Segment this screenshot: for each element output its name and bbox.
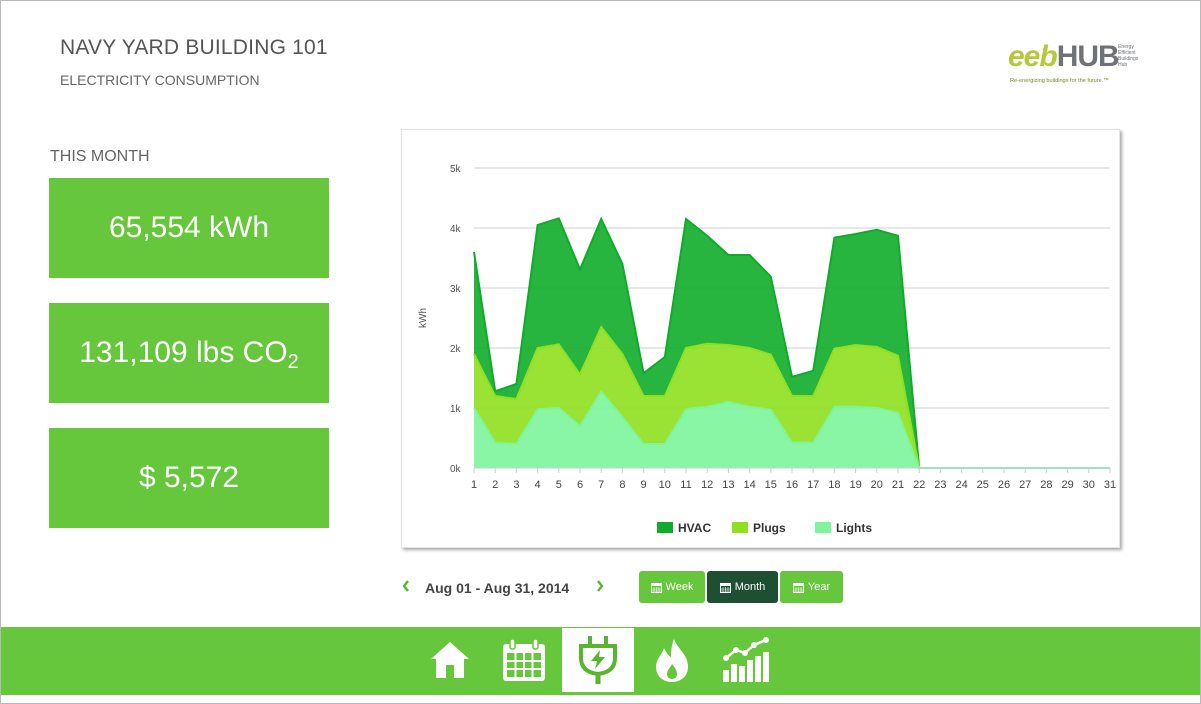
legend-swatch-hvac <box>657 522 673 533</box>
x-tick-label: 29 <box>1061 479 1073 491</box>
logo-wordmark-b: HUB <box>1056 40 1120 73</box>
chevron-left-icon <box>402 580 409 592</box>
month-button[interactable]: Month <box>707 571 778 603</box>
x-tick-label: 26 <box>998 479 1010 491</box>
plug-icon <box>579 636 617 684</box>
logo-tagline: Re-energizing buildings for the future.™ <box>1010 78 1109 84</box>
co2-subscript: 2 <box>287 351 299 373</box>
legend-label-lights: Lights <box>836 521 872 535</box>
x-tick-label: 16 <box>786 479 798 491</box>
x-tick-label: 4 <box>535 479 541 491</box>
y-tick-label: 4k <box>450 224 462 235</box>
x-tick-label: 13 <box>722 479 734 491</box>
area-lights <box>474 391 1110 468</box>
x-tick-label: 9 <box>641 479 647 491</box>
x-tick-label: 23 <box>934 479 946 491</box>
calendar-icon <box>650 582 662 593</box>
y-tick-label: 5k <box>450 164 462 175</box>
calendar-icon <box>792 582 804 593</box>
next-period-button[interactable] <box>595 579 605 597</box>
energy-value: 65,554 kWh <box>108 211 270 244</box>
month-button-label: Month <box>734 581 766 593</box>
page-subtitle: ELECTRICITY CONSUMPTION <box>60 72 260 88</box>
area-plugs <box>474 327 1110 468</box>
this-month-label: THIS MONTH <box>50 148 150 165</box>
x-tick-label: 17 <box>807 479 819 491</box>
prev-period-button[interactable] <box>401 579 411 597</box>
x-tick-label: 28 <box>1040 479 1052 491</box>
x-tick-label: 19 <box>849 479 861 491</box>
calendar-icon <box>719 582 731 593</box>
x-tick-label: 30 <box>1083 479 1095 491</box>
nav-home-button[interactable] <box>414 628 486 692</box>
week-button[interactable]: Week <box>639 571 705 603</box>
x-tick-label: 31 <box>1104 479 1116 491</box>
flame-icon <box>656 639 688 682</box>
x-tick-label: 18 <box>828 479 840 491</box>
x-tick-label: 2 <box>492 479 498 491</box>
nav-gas-button[interactable] <box>636 628 708 692</box>
logo-wordmark-a: eeb <box>1008 40 1058 73</box>
x-tick-label: 5 <box>556 479 562 491</box>
x-tick-label: 7 <box>598 479 604 491</box>
legend-label-hvac: HVAC <box>678 521 711 535</box>
x-tick-label: 15 <box>765 479 777 491</box>
year-button-label: Year <box>807 581 831 593</box>
x-tick-label: 22 <box>913 479 925 491</box>
y-axis-label: kWh <box>418 308 429 328</box>
consumption-chart: 0k 1k 2k 3k 4k 5k kWh 1 2 3 4 5 6 7 8 9 10 11 12 13 14 15 16 17… <box>401 129 1120 548</box>
x-tick-label: 14 <box>743 479 755 491</box>
x-tick-label: 20 <box>871 479 883 491</box>
date-range-label: Aug 01 - Aug 31, 2014 <box>425 580 570 596</box>
cost-value: $ 5,572 <box>138 461 240 494</box>
week-button-label: Week <box>665 581 694 593</box>
bar-chart-icon <box>723 637 769 682</box>
nav-analytics-button[interactable] <box>710 628 782 692</box>
x-tick-label: 12 <box>701 479 713 491</box>
area-hvac <box>474 218 1110 468</box>
legend-swatch-lights <box>815 522 831 533</box>
y-tick-label: 1k <box>450 404 462 415</box>
year-button[interactable]: Year <box>780 571 843 603</box>
x-tick-label: 3 <box>513 479 519 491</box>
x-tick-label: 27 <box>1019 479 1031 491</box>
energy-stat-card: 65,554 kWh <box>49 178 329 278</box>
legend-label-plugs: Plugs <box>753 521 786 535</box>
y-tick-label: 3k <box>450 284 462 295</box>
home-icon <box>431 642 469 678</box>
y-tick-label: 2k <box>450 344 462 355</box>
x-tick-label: 24 <box>955 479 967 491</box>
logo-wordmark: eebHUB <box>1008 40 1120 74</box>
chevron-right-icon <box>597 580 604 592</box>
nav-calendar-button[interactable] <box>488 628 560 692</box>
x-tick-label: 21 <box>892 479 904 491</box>
co2-value: 131,109 lbs CO2 <box>79 336 299 373</box>
nav-electricity-button[interactable] <box>562 628 634 692</box>
logo-small-text: Energy Efficient Buildings Hub <box>1118 44 1139 68</box>
y-tick-label: 0k <box>450 464 462 475</box>
x-tick-label: 25 <box>977 479 989 491</box>
x-tick-label: 10 <box>659 479 671 491</box>
calendar-icon <box>503 638 545 681</box>
x-tick-label: 8 <box>619 479 625 491</box>
co2-stat-card: 131,109 lbs CO2 <box>49 303 329 403</box>
co2-value-text: 131,109 lbs CO <box>79 336 288 369</box>
x-tick-label: 6 <box>577 479 583 491</box>
cost-stat-card: $ 5,572 <box>49 428 329 528</box>
eebhub-logo: eebHUB Energy Efficient Buildings Hub Re… <box>1008 40 1148 90</box>
x-tick-label: 11 <box>680 479 691 491</box>
page-title: NAVY YARD BUILDING 101 <box>60 36 328 59</box>
legend-swatch-plugs <box>732 522 748 533</box>
x-tick-label: 1 <box>471 479 477 491</box>
